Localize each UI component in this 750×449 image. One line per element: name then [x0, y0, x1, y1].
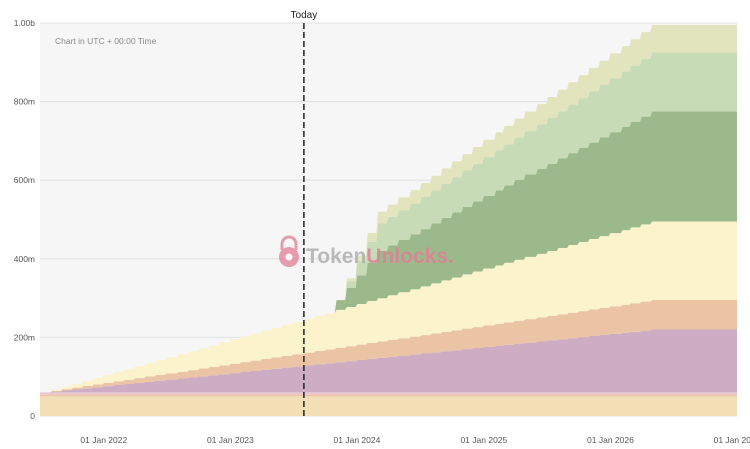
area-series-4 [40, 300, 737, 393]
area-series-3 [40, 329, 737, 393]
x-tick-label: 01 Jan 2027 [714, 435, 750, 445]
area-series-8 [40, 24, 737, 393]
area-series-6 [40, 111, 737, 393]
watermark-logo: TokenUnlocks. [279, 235, 454, 268]
area-series-0 [40, 396, 737, 416]
timezone-note: Chart in UTC + 00:00 Time [55, 36, 157, 46]
watermark-text-token: Token [306, 245, 366, 268]
y-tick-label: 0 [30, 411, 35, 421]
area-series-7 [40, 52, 737, 393]
y-tick-label: 800m [14, 97, 35, 107]
y-tick-label: 200m [14, 332, 35, 342]
area-series-group [40, 24, 737, 416]
lock-icon [279, 235, 299, 267]
area-series-2 [40, 392, 737, 395]
x-axis: 01 Jan 2022 01 Jan 2023 01 Jan 2024 01 Jan … [80, 435, 750, 445]
x-tick-label: 01 Jan 2026 [587, 435, 634, 445]
watermark-dot: . [448, 245, 454, 268]
y-tick-label: 600m [14, 175, 35, 185]
x-tick-label: 01 Jan 2025 [460, 435, 507, 445]
today-label: Today [291, 10, 318, 21]
svg-text:TokenUnlocks.: TokenUnlocks. [306, 245, 454, 268]
y-tick-label: 400m [14, 254, 35, 264]
x-tick-label: 01 Jan 2023 [207, 435, 254, 445]
y-axis: 0 200m 400m 600m 800m 1.00b [14, 18, 36, 421]
area-series-1 [40, 394, 737, 397]
x-tick-label: 01 Jan 2022 [80, 435, 127, 445]
area-series-5 [40, 221, 737, 393]
y-tick-label: 1.00b [14, 18, 36, 28]
x-tick-label: 01 Jan 2024 [334, 435, 381, 445]
watermark-text-unlocks: Unlocks [366, 245, 448, 268]
